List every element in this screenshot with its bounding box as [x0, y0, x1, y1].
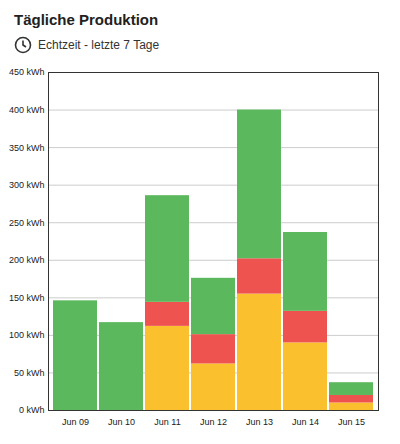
svg-text:350 kWh: 350 kWh: [9, 142, 45, 152]
svg-text:200 kWh: 200 kWh: [9, 255, 45, 265]
svg-text:Jun 15: Jun 15: [338, 417, 365, 427]
svg-text:0 kWh: 0 kWh: [19, 405, 45, 415]
svg-text:300 kWh: 300 kWh: [9, 180, 45, 190]
svg-text:Jun 11: Jun 11: [154, 417, 180, 427]
html-text:Tägliche Produktion: Tägliche Produktion: [14, 11, 159, 28]
html-text:Echtzeit - letzte 7 Tage: Echtzeit - letzte 7 Tage: [38, 38, 160, 52]
svg-text:Jun 13: Jun 13: [246, 417, 273, 427]
svg-text:Jun 09: Jun 09: [62, 417, 89, 427]
svg-text:150 kWh: 150 kWh: [9, 293, 45, 303]
svg-text:100 kWh: 100 kWh: [9, 330, 45, 340]
svg-text:450 kWh: 450 kWh: [9, 67, 45, 77]
svg-text:Jun 14: Jun 14: [292, 417, 319, 427]
svg-text:50 kWh: 50 kWh: [14, 368, 45, 378]
svg-text:Jun 12: Jun 12: [200, 417, 227, 427]
svg-text:400 kWh: 400 kWh: [9, 105, 45, 115]
svg-text:250 kWh: 250 kWh: [9, 218, 45, 228]
svg-text:Jun 10: Jun 10: [108, 417, 135, 427]
